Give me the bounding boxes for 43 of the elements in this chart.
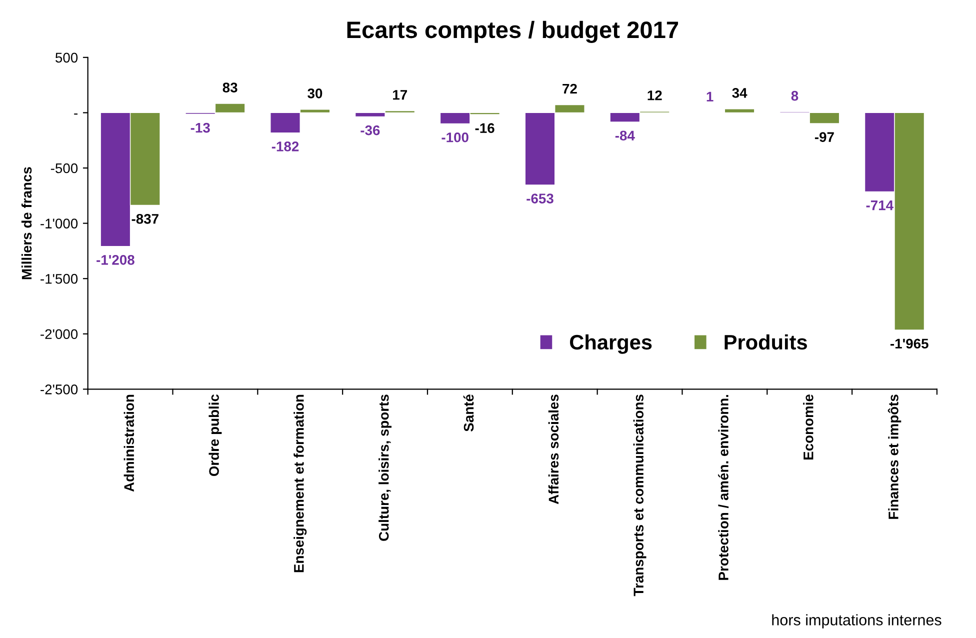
y-tick-label: -2'000 (40, 329, 78, 340)
data-label: -1'965 (890, 338, 928, 349)
x-tick-label: Finances et impôts (888, 394, 902, 519)
y-tick-label: -2'500 (40, 384, 78, 394)
x-tick-label: Santé (463, 394, 474, 432)
data-label: -714 (866, 200, 894, 210)
data-label: -97 (814, 132, 834, 142)
data-label: 12 (648, 90, 662, 100)
text: hors imputations internes (772, 614, 942, 628)
data-label: 83 (222, 82, 238, 92)
y-tick-label: -500 (50, 163, 78, 174)
data-label: -84 (615, 130, 635, 141)
x-tick-label: Transports et communications (633, 394, 646, 596)
bar (724, 108, 755, 114)
data-label: -36 (360, 125, 380, 136)
data-label: 30 (308, 88, 322, 98)
y-tick-label: -1'500 (40, 274, 78, 284)
y-tick-label: -1'000 (40, 218, 78, 228)
y-axis-title: Milliers de francs (21, 167, 32, 280)
chart-title: Ecarts comptes / budget 2017 (347, 20, 678, 43)
x-tick-label: Ordre public (208, 394, 222, 476)
x-tick-label: Enseignement et formation (294, 394, 307, 572)
x-tick-label: Economie (803, 394, 814, 460)
data-label: -16 (475, 123, 494, 134)
data-label: -1'208 (96, 255, 134, 265)
legend-label: Charges (570, 334, 652, 354)
data-label: -13 (190, 122, 210, 133)
y-tick-label: 500 (56, 52, 78, 63)
x-tick-label: Culture, loisirs, sports (378, 394, 392, 541)
y-tick-label: - (74, 114, 78, 115)
x-tick-label: Protection / amén. environn. (718, 394, 729, 580)
data-label: -837 (132, 214, 158, 224)
legend-label: Produits (724, 334, 807, 350)
x-tick-label: Affaires sociales (548, 394, 559, 504)
data-label: 17 (393, 90, 408, 100)
data-label: 1 (706, 92, 714, 102)
data-label: 34 (732, 88, 748, 98)
data-label: -653 (526, 194, 554, 204)
data-label: 8 (791, 90, 798, 101)
data-label: -182 (272, 142, 299, 152)
data-label: 72 (562, 84, 577, 94)
data-label: -100 (442, 132, 468, 142)
x-tick-label: Administration (124, 394, 134, 492)
